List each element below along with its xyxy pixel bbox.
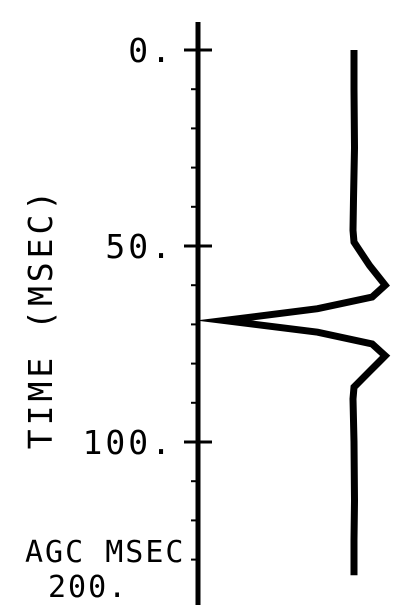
y-axis-label: TIME (MSEC) (21, 187, 60, 450)
agc-label: AGC MSEC (25, 535, 186, 570)
time-axis: 0. 50. 100. (83, 22, 212, 605)
y-tick-label: 50. (105, 227, 174, 266)
trace-line (195, 50, 391, 576)
y-tick-label: 100. (83, 423, 174, 462)
agc-value: 200. (48, 570, 128, 605)
trace-layer (195, 50, 391, 576)
y-tick-label: 0. (128, 31, 174, 70)
